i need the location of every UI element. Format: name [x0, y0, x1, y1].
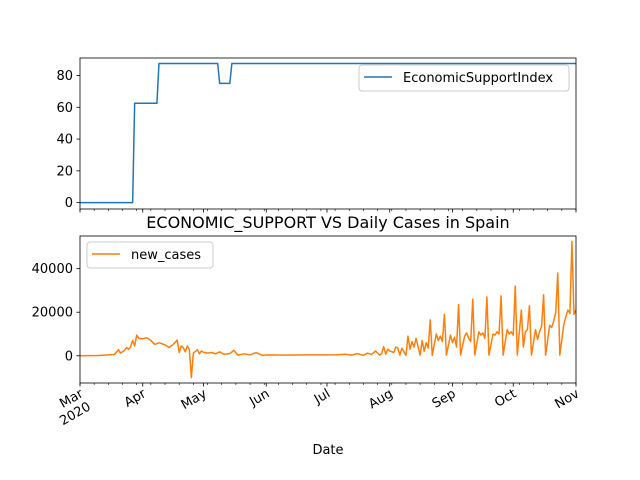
bottom-y-axis: 0 20000 40000	[32, 262, 80, 364]
y-tick-label: 20000	[32, 306, 73, 321]
y-tick-label: 60	[56, 101, 73, 116]
top-legend-label: EconomicSupportIndex	[403, 71, 553, 86]
economic-support-panel: 0 20 40 60 80 EconomicSupportIndex	[56, 57, 577, 213]
economic-support-index-line	[80, 62, 576, 204]
top-x-axis	[79, 209, 577, 213]
y-tick-label: 40	[56, 133, 73, 148]
bottom-legend-box	[86, 241, 214, 269]
top-y-axis: 0 20 40 60 80	[56, 69, 80, 211]
y-tick-label: 40000	[32, 262, 73, 277]
new-cases-panel: ECONOMIC_SUPPORT VS Daily Cases in Spain…	[32, 213, 583, 458]
new-cases-line	[80, 240, 576, 379]
y-tick-label: 20	[56, 164, 73, 179]
y-tick-label: 0	[65, 349, 73, 364]
top-axes-frame	[79, 57, 577, 210]
top-legend-box	[358, 64, 570, 92]
bottom-legend: new_cases	[86, 241, 214, 269]
x-axis-label: Date	[312, 443, 343, 458]
y-tick-label: 0	[65, 196, 73, 211]
x-tick-label: Jul	[311, 386, 333, 407]
chart-title: ECONOMIC_SUPPORT VS Daily Cases in Spain	[146, 213, 509, 233]
bottom-axes-frame	[79, 235, 577, 384]
bottom-legend-label: new_cases	[131, 248, 201, 263]
y-tick-label: 80	[56, 69, 73, 84]
top-legend: EconomicSupportIndex	[358, 64, 570, 92]
